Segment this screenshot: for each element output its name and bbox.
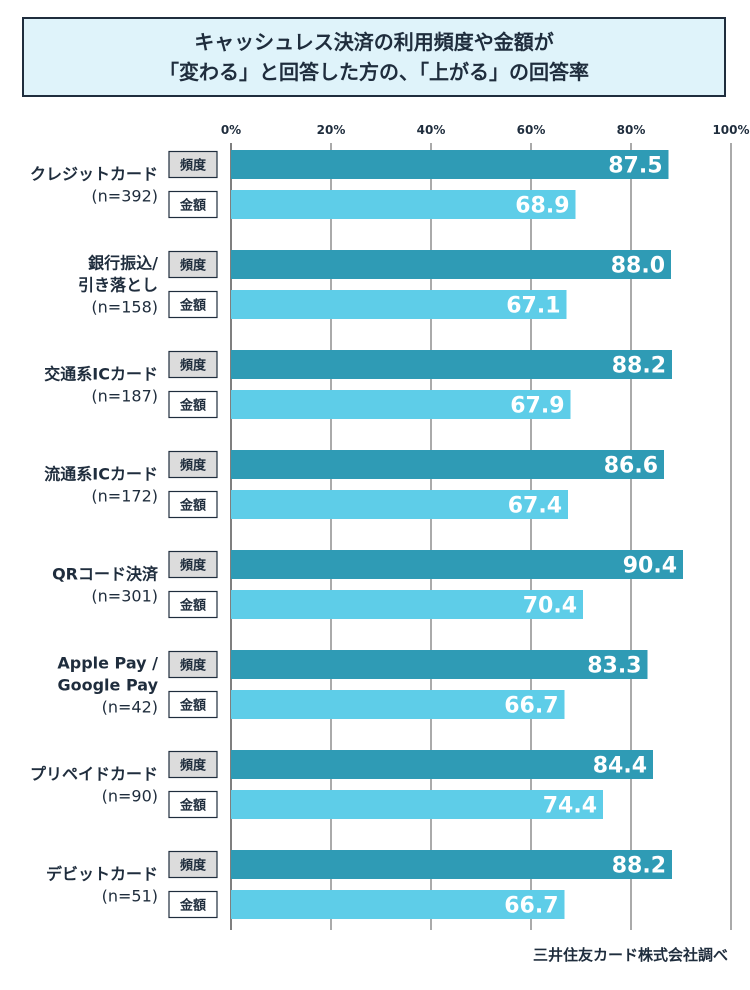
category-label: (n=187) (91, 387, 158, 406)
source-note: 三井住友カード株式会社調べ (532, 946, 728, 964)
data-label: 90.4 (623, 554, 677, 579)
series-tag-label: 頻度 (180, 558, 207, 574)
series-tag (168, 290, 218, 319)
category-label: プリペイドカード (30, 765, 158, 784)
bar (231, 790, 603, 819)
series-tag-label: 金額 (179, 198, 206, 214)
series-tag (168, 650, 218, 679)
category-label: Google Pay (57, 676, 158, 695)
x-tick-label: 80% (617, 123, 646, 137)
data-label: 66.7 (504, 894, 558, 919)
bar (231, 650, 648, 679)
series-tag-label: 金額 (179, 598, 206, 614)
data-label: 87.5 (608, 154, 662, 179)
category-label: クレジットカード (30, 165, 158, 184)
data-label: 68.9 (515, 194, 569, 219)
data-label: 84.4 (593, 754, 647, 779)
series-tag-label: 頻度 (180, 758, 207, 774)
bar (231, 550, 683, 579)
bar (231, 250, 671, 279)
series-tag-label: 金額 (179, 698, 206, 714)
series-tag (168, 390, 218, 419)
series-tag (168, 150, 218, 179)
data-label: 74.4 (543, 794, 597, 819)
chart-title-line-2: 「変わる」と回答した方の、「上がる」の回答率 (159, 60, 589, 84)
x-tick-label: 100% (712, 123, 749, 137)
category-label: 流通系ICカード (44, 465, 158, 484)
bar (231, 590, 583, 619)
category-label: (n=42) (102, 698, 158, 717)
category-label: (n=51) (102, 887, 158, 906)
bar (231, 290, 567, 319)
category-label: (n=158) (91, 298, 158, 317)
series-tag (168, 250, 218, 279)
series-tag-label: 金額 (179, 398, 206, 414)
bar (231, 850, 672, 879)
data-label: 70.4 (523, 594, 577, 619)
category-label: (n=90) (102, 787, 158, 806)
bar (231, 190, 576, 219)
bar (231, 690, 565, 719)
series-tag-label: 頻度 (180, 258, 207, 274)
data-label: 88.2 (612, 354, 666, 379)
data-label: 66.7 (504, 694, 558, 719)
series-tag (168, 790, 218, 819)
bar (231, 150, 669, 179)
data-label: 88.2 (612, 854, 666, 879)
bar (231, 750, 653, 779)
category-label: デビットカード (46, 865, 158, 884)
chart-title-line-1: キャッシュレス決済の利用頻度や金額が (194, 30, 554, 54)
category-label: 銀行振込/ (88, 254, 158, 273)
data-label: 88.0 (611, 254, 665, 279)
data-label: 83.3 (587, 654, 641, 679)
category-label: Apple Pay / (57, 654, 158, 673)
data-label: 67.1 (506, 294, 560, 319)
bar (231, 450, 664, 479)
category-label: (n=301) (91, 587, 158, 606)
series-tag-label: 頻度 (180, 158, 207, 174)
bar (231, 350, 672, 379)
x-tick-label: 60% (517, 123, 546, 137)
category-label: 引き落とし (78, 276, 158, 295)
series-tag-label: 頻度 (180, 358, 207, 374)
series-tag-label: 金額 (179, 498, 206, 514)
series-tag (168, 850, 218, 879)
x-tick-label: 0% (221, 123, 241, 137)
series-tag (168, 550, 218, 579)
series-tag-label: 頻度 (180, 458, 207, 474)
series-tag (168, 890, 218, 919)
data-label: 86.6 (604, 454, 658, 479)
data-label: 67.9 (510, 394, 564, 419)
series-tag-label: 金額 (179, 298, 206, 314)
series-tag (168, 690, 218, 719)
category-label: QRコード決済 (52, 565, 159, 584)
category-label: (n=392) (91, 187, 158, 206)
series-tag (168, 450, 218, 479)
data-label: 67.4 (508, 494, 562, 519)
series-tag-label: 金額 (179, 898, 206, 914)
bar (231, 490, 568, 519)
series-tag-label: 頻度 (180, 858, 207, 874)
series-tag (168, 190, 218, 219)
category-label: 交通系ICカード (44, 365, 158, 384)
series-tag-label: 金額 (179, 798, 206, 814)
series-tag (168, 590, 218, 619)
series-tag (168, 350, 218, 379)
chart-title-box: キャッシュレス決済の利用頻度や金額が 「変わる」と回答した方の、「上がる」の回答… (22, 17, 726, 97)
bar (231, 390, 571, 419)
series-tag (168, 490, 218, 519)
series-tag (168, 750, 218, 779)
x-tick-label: 40% (417, 123, 446, 137)
x-tick-label: 20% (317, 123, 346, 137)
bar (231, 890, 565, 919)
category-label: (n=172) (91, 487, 158, 506)
series-tag-label: 頻度 (180, 658, 207, 674)
